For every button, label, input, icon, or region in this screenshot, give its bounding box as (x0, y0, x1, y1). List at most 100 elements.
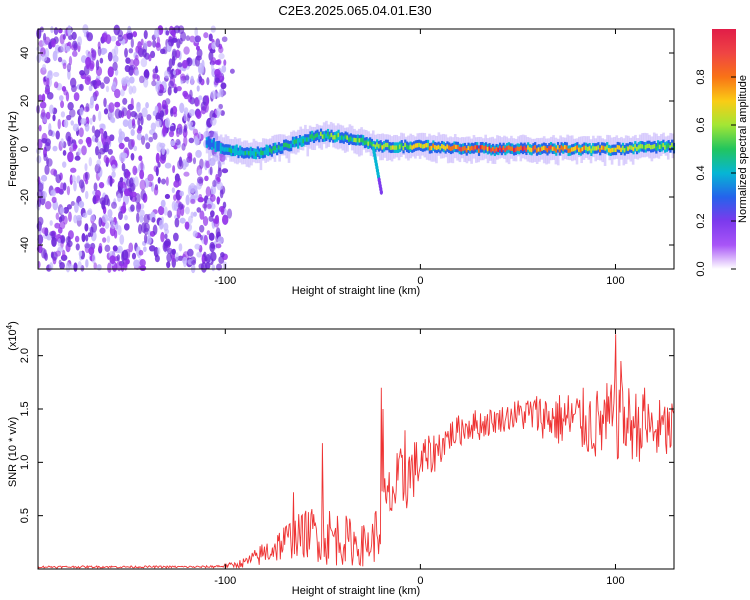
noise-speckle (161, 145, 165, 155)
noise-speckle (155, 112, 161, 122)
noise-speckle (194, 188, 199, 199)
signal-core-cell (211, 142, 214, 147)
noise-speckle (172, 70, 176, 76)
signal-core-cell (546, 148, 549, 153)
noise-speckle (215, 173, 219, 181)
noise-speckle (183, 46, 190, 55)
signal-core-cell (434, 145, 437, 150)
signal-core-cell (609, 148, 612, 153)
noise-speckle (105, 85, 110, 93)
signal-core-cell (405, 144, 409, 149)
noise-speckle (176, 207, 181, 219)
noise-speckle (37, 234, 44, 245)
noise-speckle (121, 107, 128, 117)
noise-speckle (113, 88, 121, 99)
signal-core-cell (407, 145, 410, 150)
signal-core-cell (518, 146, 521, 152)
noise-speckle (114, 101, 121, 108)
noise-speckle (131, 118, 136, 126)
noise-speckle (88, 157, 93, 167)
snr-x-axis-label: Height of straight line (km) (292, 585, 420, 597)
snr-panel: -100 0 100 0.5 1.0 1.5 2.0 Height of straight… (5, 321, 675, 597)
noise-speckle (86, 32, 93, 42)
noise-speckle (172, 165, 176, 174)
noise-speckle (140, 135, 146, 145)
snr-background (38, 329, 674, 569)
signal-core-cell (595, 146, 598, 151)
noise-speckle (170, 140, 176, 147)
signal-core-cell (247, 151, 251, 156)
noise-speckle (44, 164, 50, 175)
noise-speckle (94, 129, 101, 138)
noise-speckle (46, 77, 50, 87)
noise-speckle (212, 179, 217, 188)
noise-speckle (157, 176, 161, 184)
noise-speckle (36, 53, 42, 63)
noise-speckle (104, 244, 111, 253)
signal-core-cell (423, 143, 426, 149)
signal-core-cell (418, 142, 421, 148)
signal-core-cell (625, 146, 628, 151)
noise-speckle (84, 76, 91, 86)
noise-speckle (192, 157, 197, 165)
signal-core-cell (542, 145, 546, 151)
noise-speckle (164, 233, 168, 240)
signal-core-cell (586, 146, 589, 152)
noise-speckle (111, 164, 116, 172)
signal-core-cell (411, 145, 414, 150)
signal-core-cell (346, 135, 349, 140)
signal-core-cell (593, 146, 597, 151)
noise-speckle (185, 206, 190, 215)
noise-speckle (128, 183, 135, 193)
noise-speckle (198, 95, 203, 101)
noise-speckle (43, 153, 48, 162)
signal-core-cell (369, 140, 372, 145)
noise-speckle (92, 194, 97, 205)
noise-speckle (185, 35, 191, 42)
noise-speckle (185, 194, 190, 206)
noise-speckle (184, 75, 190, 81)
noise-speckle (143, 69, 150, 79)
signal-core-cell (460, 147, 463, 152)
noise-speckle (226, 208, 233, 219)
noise-speckle (176, 85, 182, 92)
signal-core-cell (235, 147, 238, 152)
signal-core-cell (333, 135, 337, 140)
signal-core-cell (481, 145, 484, 150)
noise-speckle (113, 24, 121, 36)
noise-speckle (128, 85, 133, 95)
noise-speckle (66, 204, 72, 210)
colorbar-tick-label: 0.2 (695, 213, 707, 228)
signal-core-cell (326, 132, 330, 137)
signal-core-cell (572, 146, 575, 152)
noise-speckle (90, 214, 96, 222)
noise-speckle (197, 169, 203, 176)
snr-y-tick-label: 2.0 (19, 348, 31, 363)
signal-core-cell (253, 151, 256, 156)
noise-speckle (68, 56, 73, 66)
noise-speckle (140, 160, 144, 171)
noise-speckle (75, 243, 80, 251)
signal-core-cell (319, 131, 323, 137)
noise-speckle (152, 224, 158, 236)
noise-speckle (54, 222, 61, 229)
signal-core-cell (592, 146, 595, 151)
noise-speckle (121, 78, 129, 84)
noise-speckle (69, 108, 76, 118)
noise-speckle (140, 57, 148, 68)
noise-speckle (74, 202, 79, 213)
signal-core-cell (330, 132, 333, 138)
noise-speckle (169, 125, 176, 132)
signal-core-cell (349, 136, 352, 141)
signal-core-cell (316, 132, 319, 138)
signal-core-cell (365, 140, 368, 145)
signal-core-cell (358, 138, 361, 143)
noise-speckle (145, 142, 151, 150)
colorbar-label: Normalized spectral amplitude (737, 75, 749, 223)
signal-core-cell (381, 145, 384, 150)
signal-core-cell (500, 147, 503, 153)
noise-speckle (206, 95, 210, 106)
noise-speckle (107, 262, 112, 274)
noise-speckle (128, 48, 134, 54)
